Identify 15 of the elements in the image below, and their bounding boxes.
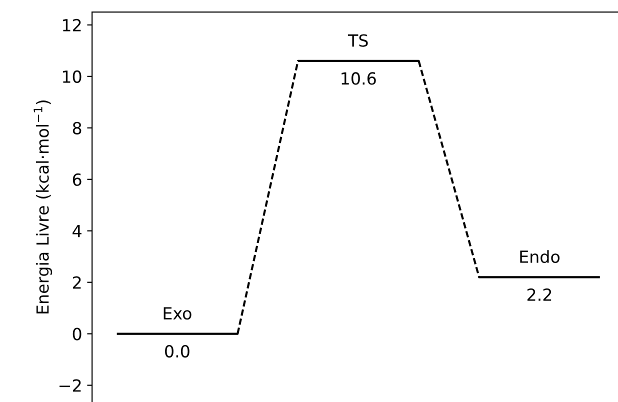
annotation: Exo [164,307,192,320]
y-axis-title: Energia Livre (kcal·mol$^{−1}$) [34,100,52,314]
y-tick-label: 2 [72,276,81,289]
y-tick-label: 4 [72,225,82,238]
y-tick-label: 8 [72,122,82,134]
y-tick-label: 0 [72,328,82,340]
data-label: 2.2 [527,288,552,301]
y-tick-label: −2 [60,379,81,392]
annotation: TS [348,34,368,47]
y-tick-label: 10 [62,70,82,83]
data-label: 0.0 [165,345,190,358]
data-label: 10.6 [342,72,376,85]
annotation: Endo [520,250,560,264]
y-tick-label: 6 [72,173,82,186]
y-tick-label: 12 [62,18,81,32]
